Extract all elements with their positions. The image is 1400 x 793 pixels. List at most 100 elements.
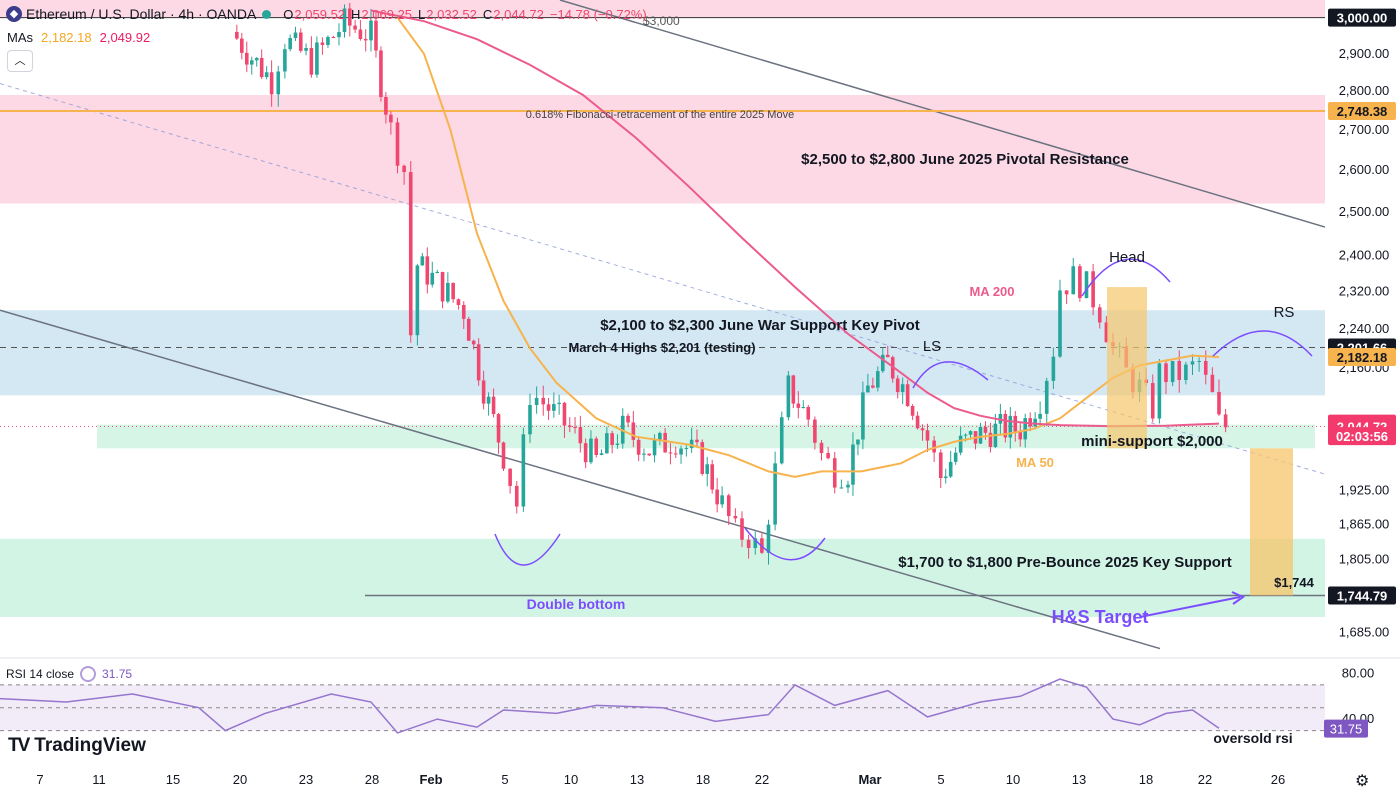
candle-body: [791, 375, 796, 404]
x-tick-label: 15: [166, 772, 180, 787]
x-tick-label: 18: [1139, 772, 1153, 787]
candle-body: [766, 524, 771, 553]
candle-body: [293, 32, 298, 39]
upper-trendline: [559, 0, 1326, 228]
candle-body: [1150, 383, 1155, 419]
candle-body: [528, 405, 532, 435]
candle-body: [249, 60, 254, 65]
candle-body: [430, 272, 435, 285]
candle-body: [786, 375, 791, 418]
hs-target-box: [1250, 448, 1293, 596]
symbol-title[interactable]: Ethereum / U.S. Dollar · 4h · OANDA: [26, 6, 257, 22]
candle-body: [594, 438, 599, 455]
candle-body: [420, 256, 425, 266]
candle-body: [958, 435, 963, 453]
candle-body: [471, 340, 476, 345]
rsi-legend-value: 31.75: [102, 667, 133, 681]
zone-2: [0, 538, 1325, 617]
march4-high-label: March 4 Highs $2,201 (testing): [568, 340, 755, 355]
candle-body: [1071, 266, 1076, 295]
rsi-line: [0, 678, 1220, 734]
candle-body: [605, 433, 609, 454]
x-tick-label: 20: [233, 772, 247, 787]
candle-body: [1023, 418, 1028, 440]
price-label-box: [1328, 8, 1396, 27]
rsi-legend-label: RSI 14 close: [6, 667, 75, 681]
y-tick-label: 2,500.00: [1339, 204, 1390, 219]
right-shoulder-arc: [1212, 330, 1313, 357]
price-label-box: [1328, 586, 1396, 605]
candle-body: [715, 489, 719, 505]
candle-body: [673, 453, 678, 455]
high-label: H: [351, 6, 361, 22]
high-value: 2,069.25: [361, 6, 413, 22]
candle-body: [880, 354, 885, 372]
zone-top-band: [0, 0, 1325, 18]
candle-body: [379, 50, 383, 98]
y-tick-label: 1,925.00: [1339, 483, 1390, 498]
candle-body: [615, 443, 620, 445]
candle-body: [978, 426, 983, 444]
candle-body: [871, 385, 875, 388]
candle-body: [796, 403, 801, 408]
rsi-eye-icon[interactable]: [80, 666, 97, 682]
ma200-legend-value: 2,049.92: [99, 30, 151, 45]
candle-body: [567, 425, 572, 428]
candle-body: [342, 8, 347, 33]
candle-body: [753, 538, 758, 549]
candle-body: [1038, 413, 1042, 419]
candle-body: [746, 539, 751, 549]
candle-body: [1104, 322, 1109, 343]
candle-body: [240, 38, 244, 53]
low-label: L: [418, 6, 426, 22]
candle-body: [1058, 290, 1062, 357]
chevron-up-icon[interactable]: ︿: [7, 50, 33, 72]
candle-body: [856, 439, 860, 445]
candle-body: [720, 495, 724, 505]
zone-1: [0, 310, 1325, 396]
candle-body: [466, 318, 471, 341]
candle-body: [435, 271, 440, 273]
head-label: Head: [1109, 249, 1145, 266]
candle-body: [389, 114, 393, 123]
dashed-trendline: [0, 83, 1326, 475]
ethereum-logo-icon: ◆: [6, 6, 22, 22]
candle-body: [415, 265, 420, 336]
candle-body: [733, 515, 738, 519]
y-tick-label: 2,700.00: [1339, 122, 1390, 137]
candle-body: [402, 165, 406, 173]
rsi-legend[interactable]: RSI 14 close 31.75: [6, 666, 132, 682]
candle-body: [269, 72, 274, 95]
candle-body: [481, 380, 486, 404]
chart-header: ◆ Ethereum / U.S. Dollar · 4h · OANDA O 2…: [0, 0, 647, 28]
candle-body: [663, 432, 667, 453]
close-value: 2,044.72: [493, 6, 544, 22]
candle-body: [1097, 307, 1102, 323]
candle-body: [636, 439, 641, 455]
open-label: O: [283, 6, 294, 22]
candle-body: [331, 37, 336, 39]
x-tick-label: 18: [696, 772, 710, 787]
candle-body: [679, 448, 683, 455]
candle-body: [1164, 363, 1168, 383]
hs-height-box: [1107, 287, 1147, 449]
candle-body: [1197, 360, 1201, 362]
candle-body: [408, 172, 413, 336]
double-bottom-label: Double bottom: [527, 596, 626, 612]
double-bottom-arc-2: [744, 527, 826, 561]
candle-body: [1217, 391, 1221, 415]
tradingview-logo[interactable]: TV TradingView: [8, 735, 146, 757]
gear-icon[interactable]: ⚙: [1355, 773, 1370, 790]
candle-body: [689, 439, 694, 449]
pre-bounce-support-label: $1,700 to $1,800 Pre-Bounce 2025 Key Sup…: [898, 554, 1231, 571]
candle-body: [534, 397, 539, 406]
candle-body: [695, 439, 699, 443]
candle-body: [259, 57, 264, 78]
candle-body: [968, 431, 973, 435]
tradingview-logo-text: TradingView: [34, 735, 146, 756]
candle-body: [235, 31, 239, 39]
ma-legend[interactable]: MAs 2,182.18 2,049.92: [7, 30, 150, 45]
candle-body: [1028, 418, 1032, 427]
low-value: 2,032.52: [426, 6, 477, 22]
